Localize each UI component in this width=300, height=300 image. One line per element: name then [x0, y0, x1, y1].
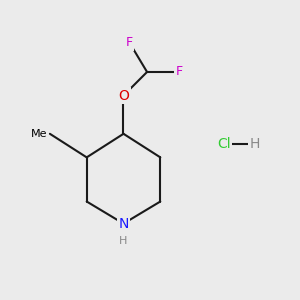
- Text: H: H: [119, 236, 128, 246]
- Text: N: N: [118, 217, 129, 231]
- Text: F: F: [126, 36, 133, 49]
- Text: O: O: [118, 88, 129, 103]
- Text: Cl: Cl: [217, 137, 230, 151]
- Text: H: H: [249, 137, 260, 151]
- Text: F: F: [176, 65, 183, 79]
- Text: Me: Me: [30, 129, 47, 139]
